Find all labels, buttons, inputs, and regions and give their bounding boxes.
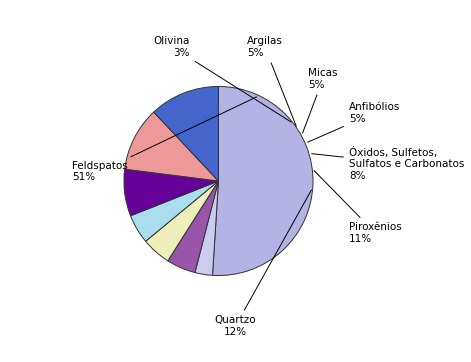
- Text: Micas
5%: Micas 5%: [302, 68, 338, 133]
- Wedge shape: [124, 169, 219, 216]
- Text: Óxidos, Sulfetos,
Sulfatos e Carbonatos
8%: Óxidos, Sulfetos, Sulfatos e Carbonatos …: [312, 147, 464, 181]
- Wedge shape: [146, 181, 219, 261]
- Wedge shape: [168, 181, 219, 273]
- Wedge shape: [130, 181, 219, 241]
- Text: Argilas
5%: Argilas 5%: [247, 36, 296, 126]
- Text: Piroxênios
11%: Piroxênios 11%: [314, 171, 402, 244]
- Wedge shape: [212, 87, 313, 275]
- Text: Anfibólios
5%: Anfibólios 5%: [308, 102, 400, 142]
- Text: Olivina
3%: Olivina 3%: [154, 36, 291, 122]
- Wedge shape: [195, 181, 219, 275]
- Wedge shape: [154, 87, 219, 181]
- Wedge shape: [125, 112, 219, 181]
- Text: Quartzo
12%: Quartzo 12%: [215, 190, 311, 337]
- Text: Feldspatos
51%: Feldspatos 51%: [72, 97, 257, 182]
